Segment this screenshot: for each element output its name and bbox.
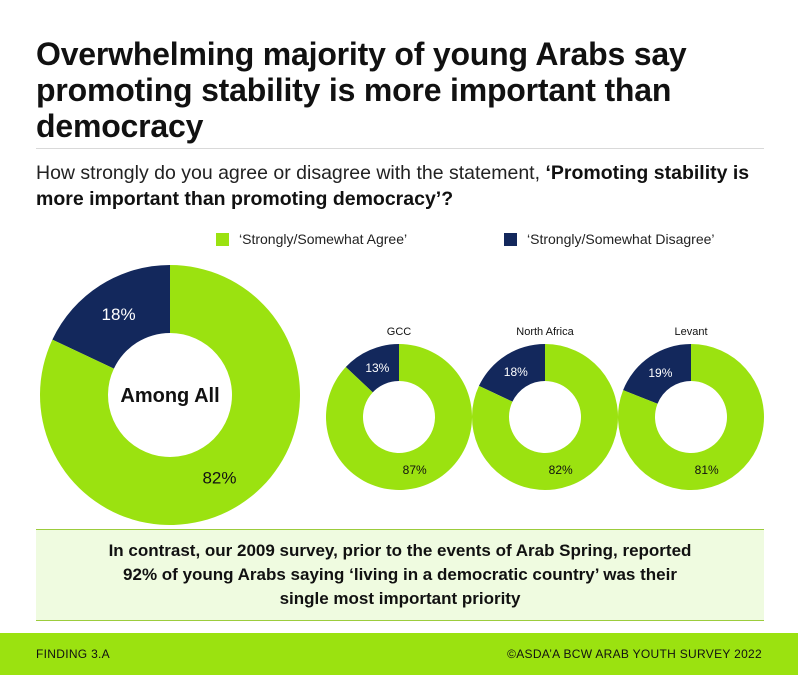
slice-agree [618,344,765,491]
legend-label-disagree: ‘Strongly/Somewhat Disagree’ [527,231,715,247]
data-label-agree: 82% [549,463,573,477]
question-statement: ‘Promoting stability is more important t… [36,162,750,210]
callout-text: In contrast, our 2009 survey, prior to t… [108,541,692,608]
data-label-disagree: 13% [365,361,389,375]
data-label-agree: 87% [403,463,427,477]
legend-item-disagree: ‘Strongly/Somewhat Disagree’ [504,231,715,247]
slice-disagree [345,344,399,393]
legend-swatch-agree [216,232,229,246]
chart-label: North Africa [516,326,574,338]
data-label-agree: 81% [695,463,719,477]
data-label-disagree: 18% [102,305,136,324]
chart-label: GCC [387,326,412,338]
chart-label: Levant [674,326,707,338]
data-label-disagree: 18% [504,365,528,379]
question-text: How strongly do you agree or disagree wi… [36,162,546,184]
slice-disagree [478,344,545,402]
slice-disagree [623,344,691,404]
chart-label: Among All [120,385,219,407]
survey-question: How strongly do you agree or disagree wi… [36,160,766,212]
divider [36,148,764,149]
footer-bar: FINDING 3.A ©ASDA’A BCW ARAB YOUTH SURVE… [0,633,798,675]
page-title: Overwhelming majority of young Arabs say… [36,36,687,144]
slice-agree [326,344,472,490]
legend-swatch-disagree [504,232,517,246]
footer-finding: FINDING 3.A [36,647,110,661]
footer-copyright: ©ASDA’A BCW ARAB YOUTH SURVEY 2022 [507,647,762,661]
legend-label-agree: ‘Strongly/Somewhat Agree’ [239,231,408,247]
callout-box: In contrast, our 2009 survey, prior to t… [36,529,764,621]
slice-agree [472,344,618,490]
slice-disagree [52,265,170,369]
slice-agree [40,265,300,525]
data-label-disagree: 19% [648,366,672,380]
legend-item-agree: ‘Strongly/Somewhat Agree’ [216,231,407,247]
data-label-agree: 82% [202,468,236,487]
